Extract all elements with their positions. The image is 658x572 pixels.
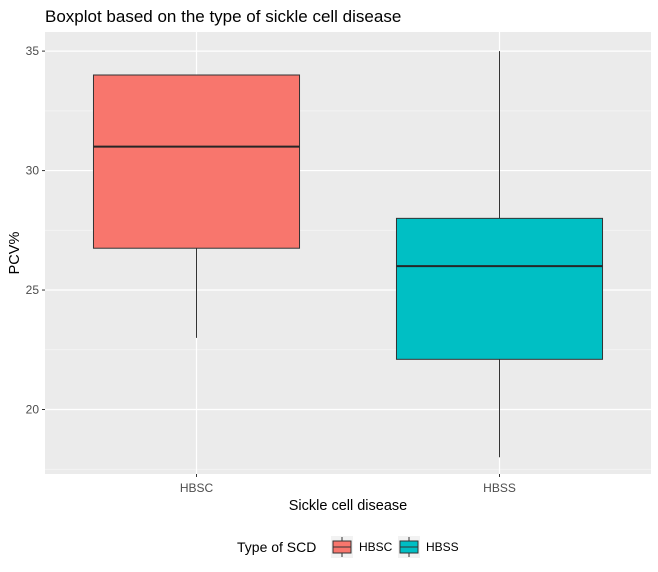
- chart-title: Boxplot based on the type of sickle cell…: [45, 7, 401, 26]
- legend: Type of SCD HBSC HBSS: [237, 536, 459, 558]
- y-tick-label: 20: [26, 402, 40, 416]
- box-body: [92, 74, 301, 249]
- y-axis-title: PCV%: [7, 232, 23, 275]
- box-hbsc: [92, 74, 301, 338]
- y-axis-ticks: 20 25 30 35: [26, 44, 45, 416]
- x-axis-ticks: HBSC HBSS: [180, 474, 516, 495]
- box-group: [92, 51, 604, 458]
- x-tick-label: HBSC: [180, 481, 214, 495]
- y-tick-label: 30: [26, 164, 40, 178]
- box-hbss: [395, 51, 604, 458]
- legend-title: Type of SCD: [237, 539, 316, 555]
- y-tick-label: 35: [26, 44, 40, 58]
- legend-label: HBSC: [359, 540, 393, 554]
- x-tick-label: HBSS: [483, 481, 516, 495]
- box-body: [395, 217, 604, 360]
- legend-key-hbsc: [331, 536, 353, 558]
- legend-label: HBSS: [426, 540, 459, 554]
- y-tick-label: 25: [26, 283, 40, 297]
- x-axis-title: Sickle cell disease: [289, 498, 407, 514]
- legend-key-hbss: [398, 536, 420, 558]
